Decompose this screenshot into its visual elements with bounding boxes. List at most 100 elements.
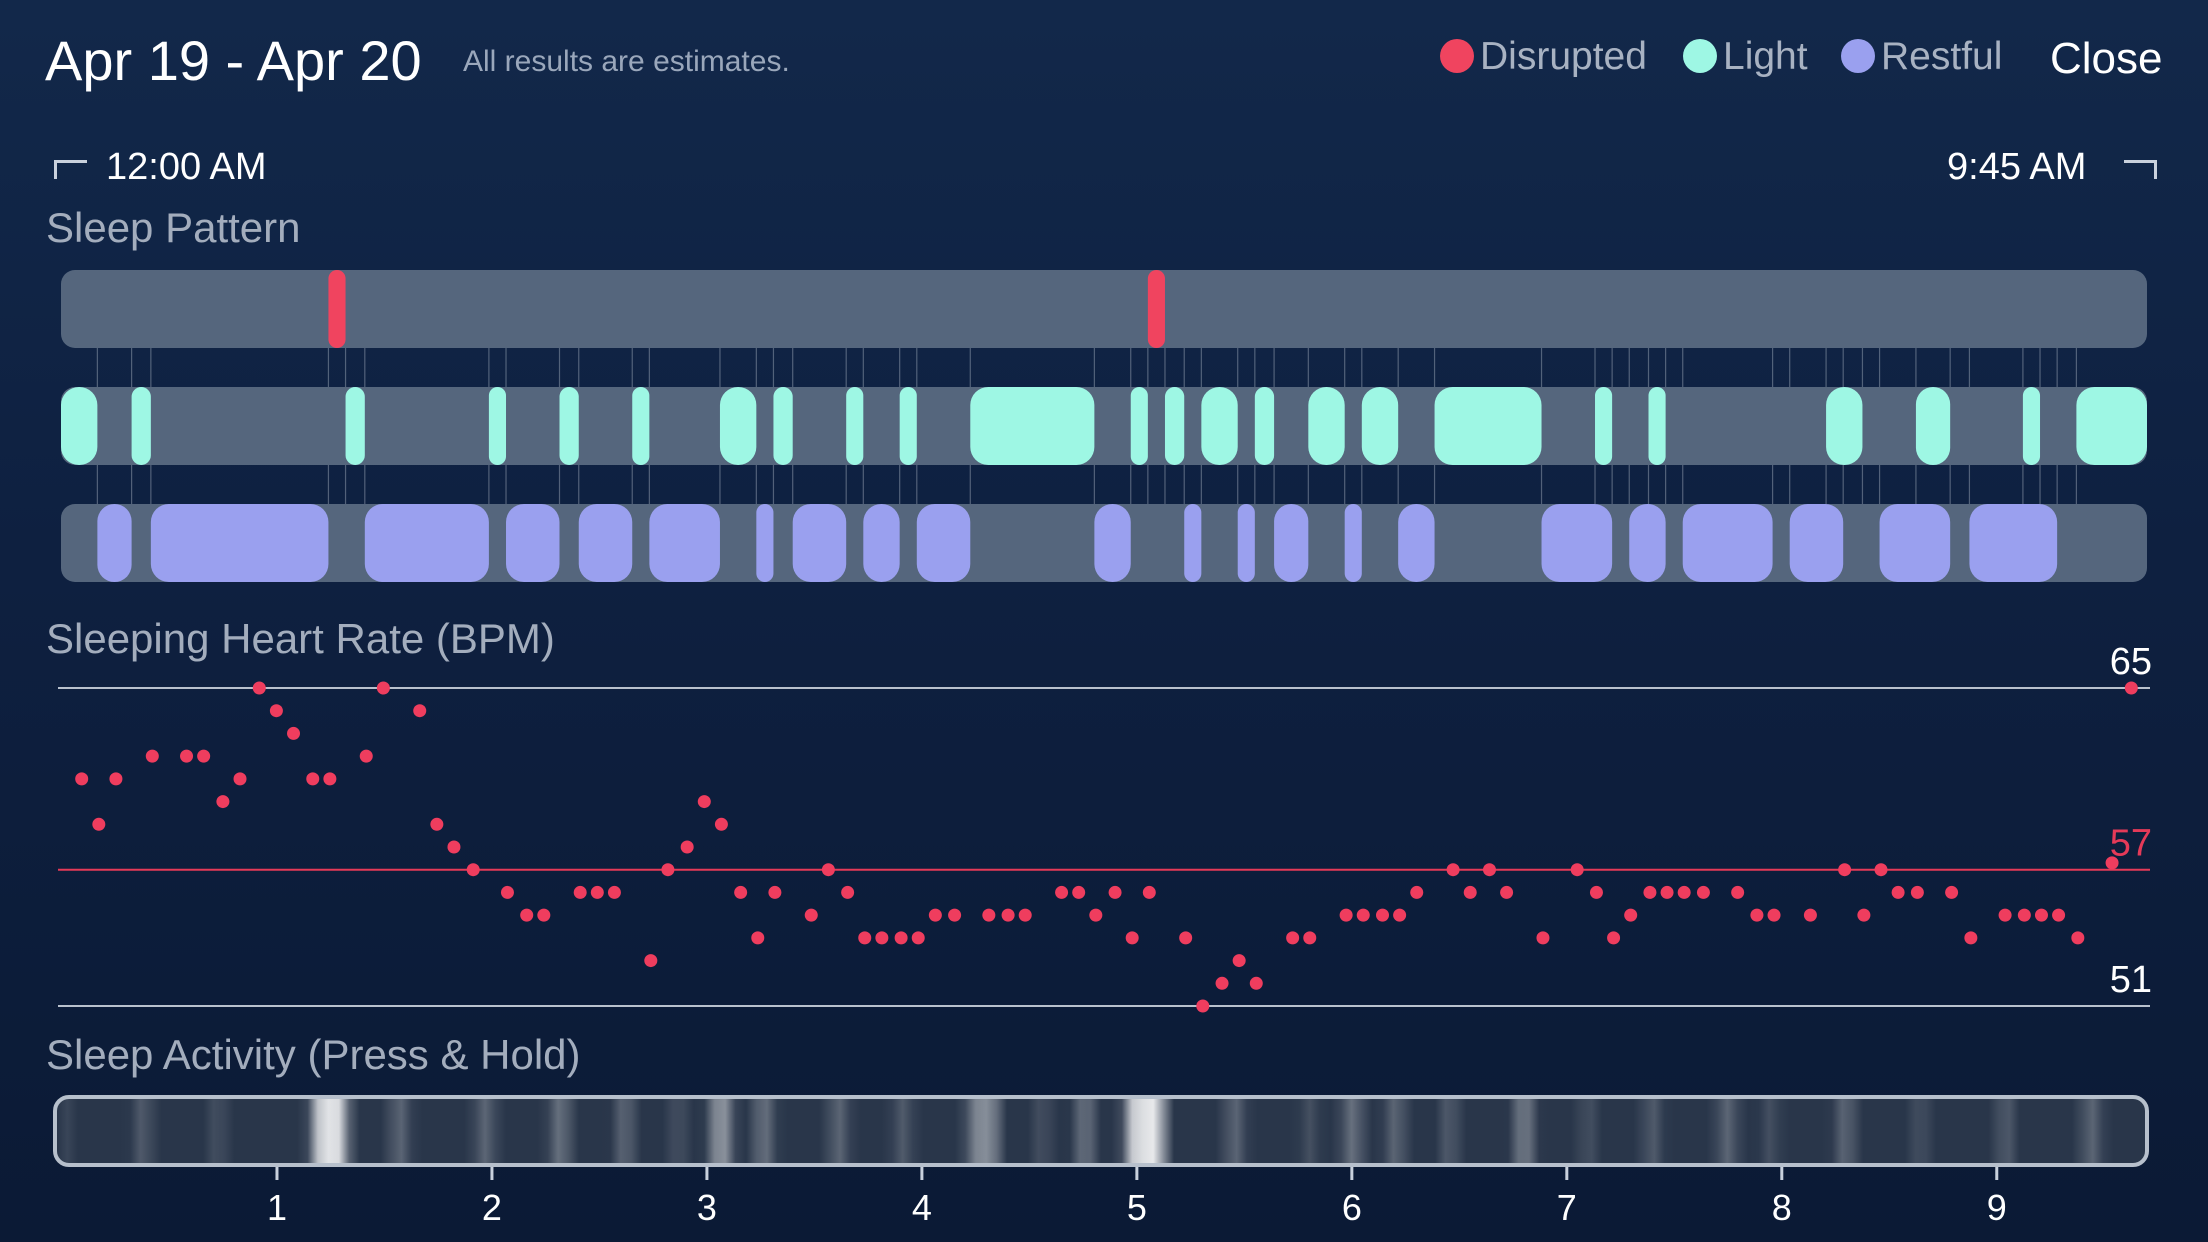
hr-point bbox=[1910, 885, 1924, 899]
pattern-segment-light bbox=[1201, 387, 1238, 465]
hr-point bbox=[1055, 885, 1069, 899]
pattern-segment-light bbox=[1826, 387, 1863, 465]
legend-label: Disrupted bbox=[1480, 35, 1647, 78]
hr-point bbox=[858, 931, 872, 945]
hr-point bbox=[75, 772, 89, 786]
hr-point bbox=[1339, 908, 1353, 922]
hr-point bbox=[1018, 908, 1032, 922]
sleep-activity-strip[interactable] bbox=[53, 1095, 2149, 1167]
sleep-pattern-chart[interactable] bbox=[61, 270, 2147, 582]
hr-point bbox=[1142, 885, 1156, 899]
hr-point bbox=[714, 817, 728, 831]
pattern-segment-restful bbox=[506, 504, 560, 582]
range-end-bracket-icon bbox=[2124, 160, 2157, 179]
hr-point bbox=[1001, 908, 1015, 922]
legend-restful-dot-icon bbox=[1841, 39, 1875, 73]
hr-point bbox=[1108, 885, 1122, 899]
hr-point bbox=[2105, 856, 2119, 870]
hr-point bbox=[1286, 931, 1300, 945]
pattern-track-light bbox=[61, 387, 2147, 465]
hr-point bbox=[1750, 908, 1764, 922]
hr-point bbox=[1125, 931, 1139, 945]
hr-point bbox=[644, 954, 658, 968]
pattern-segment-restful bbox=[1879, 504, 1951, 582]
legend-restful: Restful bbox=[1841, 35, 2002, 79]
pattern-segment-light bbox=[1130, 387, 1148, 465]
hr-point bbox=[2052, 908, 2066, 922]
hr-point bbox=[2071, 931, 2085, 945]
pattern-segment-restful bbox=[1682, 504, 1773, 582]
range-end-time: 9:45 AM bbox=[1947, 146, 2087, 188]
pattern-segment-light bbox=[1648, 387, 1666, 465]
hr-point bbox=[252, 681, 266, 695]
legend-light-dot-icon bbox=[1683, 39, 1717, 73]
heart-rate-chart: 65 57 51 bbox=[58, 641, 2152, 1013]
hr-point bbox=[680, 840, 694, 854]
hr-point bbox=[734, 885, 748, 899]
hr-point bbox=[1838, 863, 1852, 877]
pattern-segment-restful bbox=[1184, 504, 1202, 582]
hr-point bbox=[1463, 885, 1477, 899]
pattern-segment-light bbox=[846, 387, 864, 465]
hr-point bbox=[2017, 908, 2031, 922]
hr-point bbox=[1249, 976, 1263, 990]
pattern-segment-disrupted bbox=[328, 270, 346, 348]
hr-point bbox=[269, 704, 283, 718]
hr-point bbox=[1660, 885, 1674, 899]
x-tick-label: 3 bbox=[697, 1187, 717, 1228]
hr-point bbox=[92, 817, 106, 831]
page-title: Apr 19 - Apr 20 bbox=[45, 29, 422, 92]
hr-point bbox=[1589, 885, 1603, 899]
hr-point bbox=[233, 772, 247, 786]
hr-point bbox=[1482, 863, 1496, 877]
pattern-segment-light bbox=[899, 387, 917, 465]
estimates-note: All results are estimates. bbox=[463, 45, 790, 78]
hr-point bbox=[1874, 863, 1888, 877]
pattern-segment-restful bbox=[1789, 504, 1844, 582]
pattern-segment-light bbox=[2022, 387, 2041, 465]
pattern-segment-restful bbox=[756, 504, 774, 582]
range-start-time: 12:00 AM bbox=[106, 146, 267, 188]
legend-disrupted-dot-icon bbox=[1440, 39, 1474, 73]
hr-point bbox=[1964, 931, 1978, 945]
pattern-segment-disrupted bbox=[1147, 270, 1165, 348]
hr-point bbox=[2124, 681, 2138, 695]
pattern-segment-restful bbox=[364, 504, 489, 582]
hr-point bbox=[520, 908, 534, 922]
legend-label: Light bbox=[1723, 35, 1808, 78]
hr-point bbox=[948, 908, 962, 922]
pattern-segment-light bbox=[773, 387, 793, 465]
pattern-segment-light bbox=[719, 387, 757, 465]
hr-point bbox=[1232, 954, 1246, 968]
hr-point bbox=[1376, 908, 1390, 922]
x-tick-label: 7 bbox=[1557, 1187, 1577, 1228]
legend-label: Restful bbox=[1881, 35, 2003, 78]
hr-point bbox=[928, 908, 942, 922]
hr-point bbox=[1410, 885, 1424, 899]
pattern-segment-light bbox=[488, 387, 507, 465]
hr-point bbox=[287, 726, 301, 740]
pattern-segment-light bbox=[131, 387, 151, 465]
pattern-segment-restful bbox=[1398, 504, 1435, 582]
hr-point bbox=[1196, 999, 1210, 1013]
hr-point bbox=[145, 749, 159, 763]
hr-point bbox=[804, 908, 818, 922]
hr-point bbox=[1767, 908, 1781, 922]
hr-point bbox=[1570, 863, 1584, 877]
hr-point bbox=[306, 772, 320, 786]
hr-point bbox=[590, 885, 604, 899]
x-tick-label: 1 bbox=[267, 1187, 287, 1228]
hr-point bbox=[751, 931, 765, 945]
hr-point bbox=[180, 749, 194, 763]
hr-point bbox=[894, 931, 908, 945]
close-button[interactable]: Close bbox=[2050, 34, 2163, 83]
sleep-pattern-title: Sleep Pattern bbox=[46, 204, 301, 251]
pattern-segment-light bbox=[61, 387, 98, 465]
hr-point bbox=[1500, 885, 1514, 899]
hr-point bbox=[1945, 885, 1959, 899]
hr-point bbox=[500, 885, 514, 899]
pattern-segment-light bbox=[1254, 387, 1275, 465]
hr-point bbox=[1446, 863, 1460, 877]
hr-point bbox=[1731, 885, 1745, 899]
